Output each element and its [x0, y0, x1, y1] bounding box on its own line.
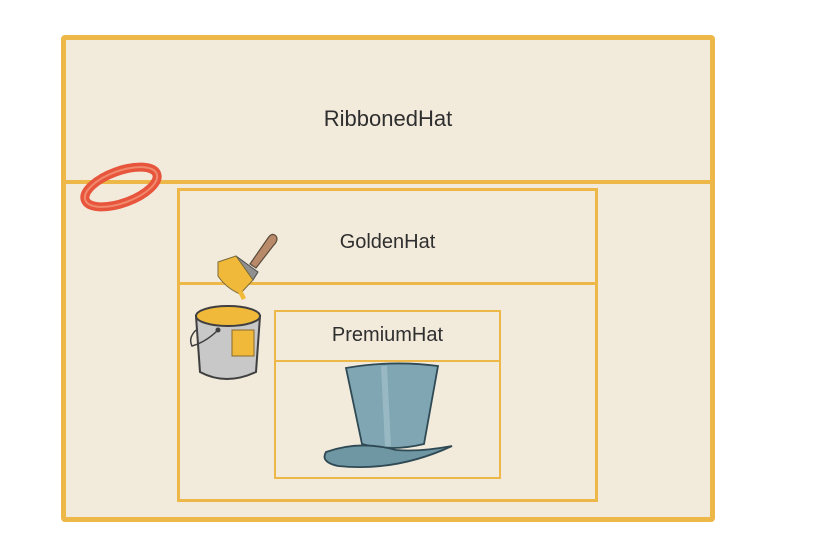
goldenhat-divider: [180, 282, 595, 285]
ribbonedhat-label: RibbonedHat: [323, 106, 453, 131]
goldenhat-label: GoldenHat: [339, 231, 436, 253]
premiumhat-label: PremiumHat: [331, 324, 444, 346]
premiumhat-divider: [276, 360, 499, 362]
ribbonedhat-divider: [66, 180, 710, 184]
